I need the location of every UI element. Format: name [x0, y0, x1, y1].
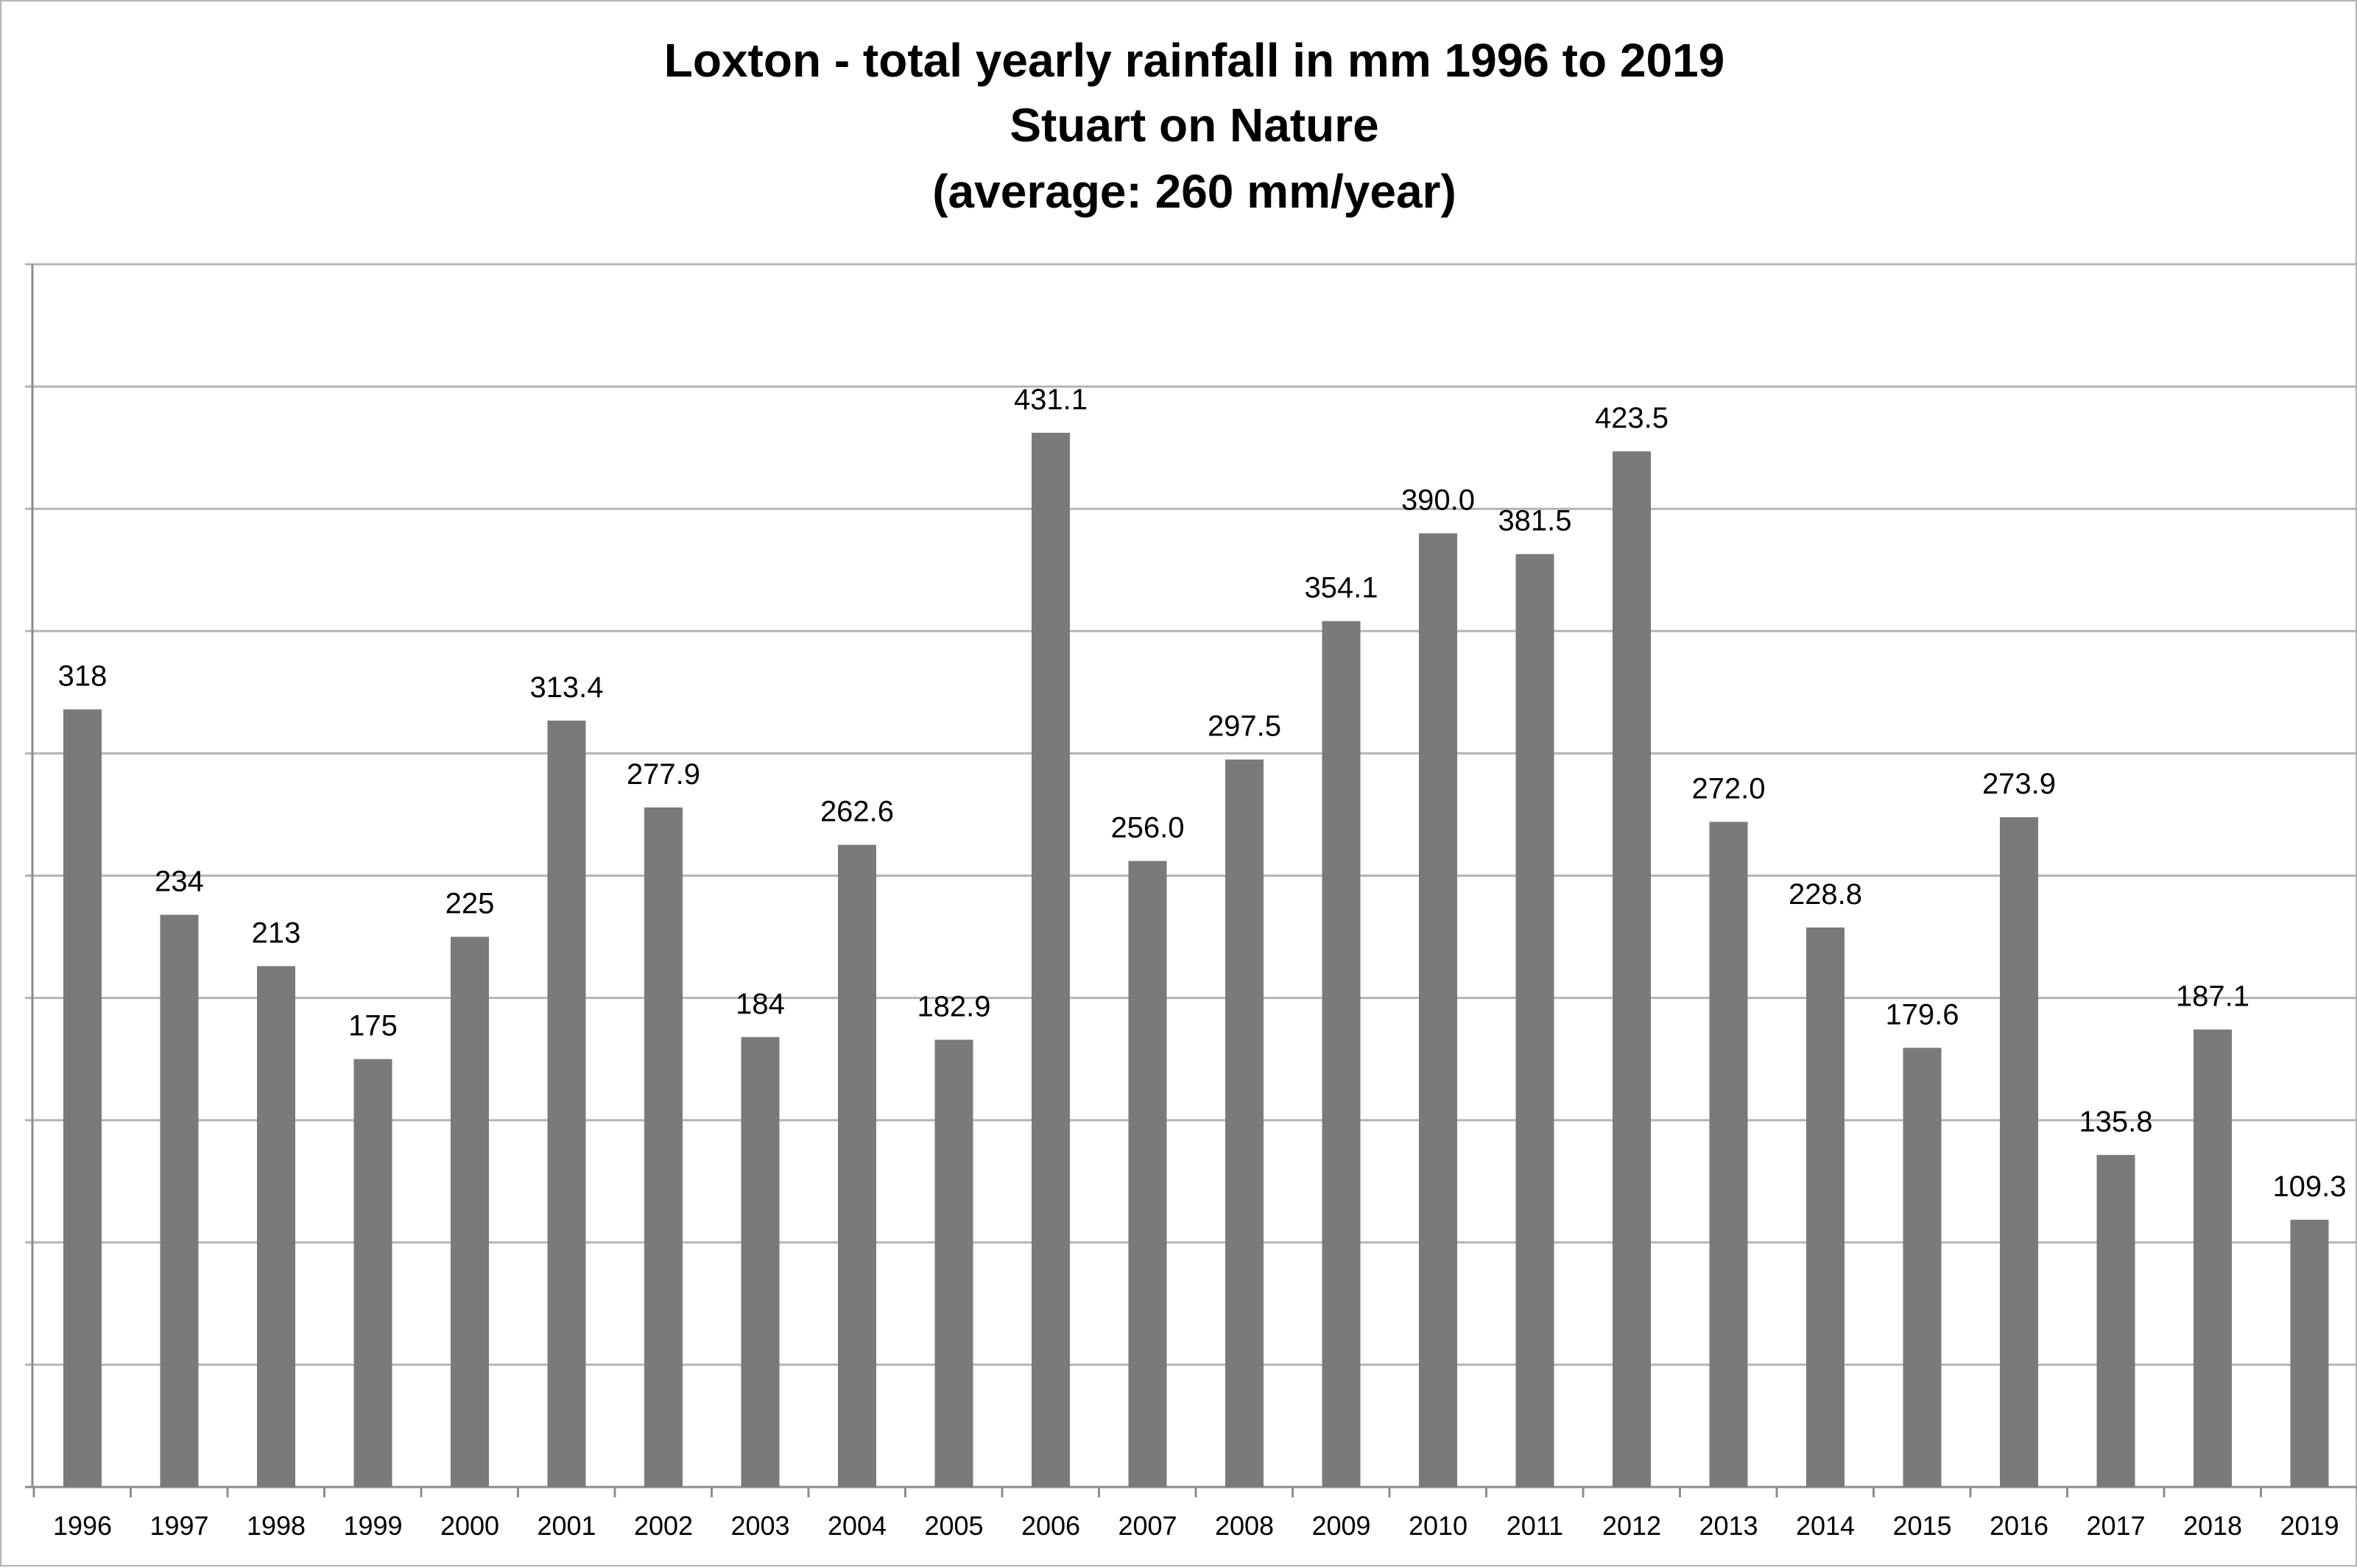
bar-2012: [1613, 451, 1651, 1487]
x-tick-label-1998: 1998: [247, 1511, 306, 1541]
data-label-2008: 297.5: [1208, 710, 1281, 743]
data-label-2011: 381.5: [1498, 505, 1571, 537]
x-tick-label-2008: 2008: [1215, 1511, 1274, 1541]
bar-2018: [2194, 1029, 2232, 1487]
data-label-2005: 182.9: [917, 990, 990, 1023]
bar-2011: [1515, 554, 1554, 1487]
bar-2003: [741, 1036, 780, 1487]
data-label-1998: 213: [252, 917, 301, 949]
bar-2013: [1709, 822, 1748, 1487]
x-tick-label-2009: 2009: [1311, 1511, 1370, 1541]
bar-1996: [63, 709, 102, 1487]
x-tick-label-2007: 2007: [1118, 1511, 1177, 1541]
x-tick-label-2012: 2012: [1602, 1511, 1661, 1541]
bar-2004: [838, 844, 876, 1487]
x-tick-label-2019: 2019: [2280, 1511, 2339, 1541]
bar-2015: [1903, 1048, 1942, 1487]
x-tick-label-2011: 2011: [1507, 1511, 1563, 1541]
data-label-2010: 390.0: [1401, 484, 1475, 516]
data-label-2003: 184: [736, 988, 785, 1020]
bar-1999: [353, 1059, 392, 1487]
bar-2007: [1128, 861, 1167, 1487]
chart-title: Loxton - total yearly rainfall in mm 199…: [664, 34, 1724, 218]
bars: [63, 432, 2329, 1488]
x-tick-label-1997: 1997: [149, 1511, 208, 1541]
data-label-1996: 318: [58, 660, 108, 693]
x-tick-label-2017: 2017: [2086, 1511, 2145, 1541]
data-label-2006: 431.1: [1014, 384, 1088, 416]
bar-2000: [451, 936, 489, 1487]
title-line-1: Loxton - total yearly rainfall in mm 199…: [664, 34, 1724, 87]
bar-2014: [1806, 927, 1845, 1487]
bar-1998: [257, 966, 295, 1487]
x-tick-label-2016: 2016: [1990, 1511, 2048, 1541]
data-label-2017: 135.8: [2079, 1106, 2152, 1138]
x-tick-label-2006: 2006: [1021, 1511, 1080, 1541]
title-line-3: (average: 260 mm/year): [932, 165, 1456, 218]
data-label-2012: 423.5: [1595, 402, 1669, 434]
data-label-2013: 272.0: [1691, 772, 1765, 805]
data-label-1997: 234: [155, 866, 204, 898]
x-tick-label-2003: 2003: [730, 1511, 789, 1541]
x-tick-label-2013: 2013: [1699, 1511, 1758, 1541]
x-tick-label-2005: 2005: [924, 1511, 983, 1541]
bar-1997: [160, 914, 199, 1487]
bar-2002: [644, 807, 683, 1487]
data-label-2014: 228.8: [1789, 878, 1862, 911]
x-tick-label-2004: 2004: [828, 1511, 887, 1541]
data-label-2007: 256.0: [1110, 812, 1184, 844]
data-label-2004: 262.6: [820, 796, 894, 828]
x-tick-labels: 1996 1997 1998 1999 2000 2001 2002 2003 2004 2005…: [53, 1511, 2339, 1541]
bar-2001: [547, 720, 586, 1487]
data-label-2000: 225: [445, 888, 495, 920]
x-tick-label-2015: 2015: [1892, 1511, 1951, 1541]
bar-2005: [934, 1039, 973, 1487]
data-label-2001: 313.4: [529, 671, 603, 704]
x-tick-label-2018: 2018: [2183, 1511, 2242, 1541]
title-line-2: Stuart on Nature: [1010, 99, 1378, 152]
bar-2008: [1225, 759, 1264, 1487]
data-label-2019: 109.3: [2272, 1170, 2346, 1203]
bar-2010: [1419, 533, 1457, 1488]
bar-2017: [2096, 1154, 2135, 1487]
x-tick-label-2014: 2014: [1796, 1511, 1855, 1541]
axes: [25, 264, 2357, 1497]
x-tick-label-2001: 2001: [537, 1511, 596, 1541]
gridlines: [25, 263, 2357, 1366]
bar-2009: [1322, 621, 1361, 1487]
x-tick-label-2010: 2010: [1409, 1511, 1468, 1541]
data-label-2015: 179.6: [1885, 998, 1959, 1031]
data-labels: 318 234 213 175 225 313.4 277.9 184 262.6 182.9 43…: [58, 384, 2347, 1203]
bar-2019: [2290, 1219, 2329, 1487]
x-tick-label-1999: 1999: [343, 1511, 402, 1541]
x-tick-label-2000: 2000: [440, 1511, 499, 1541]
data-label-2018: 187.1: [2176, 980, 2249, 1012]
data-label-2002: 277.9: [627, 758, 700, 791]
data-label-2009: 354.1: [1304, 572, 1378, 604]
bar-2006: [1032, 432, 1070, 1488]
x-tick-label-2002: 2002: [634, 1511, 693, 1541]
data-label-2016: 273.9: [1982, 768, 2056, 800]
bar-2016: [2000, 817, 2038, 1487]
x-tick-label-1996: 1996: [53, 1511, 112, 1541]
data-label-1999: 175: [348, 1010, 398, 1042]
